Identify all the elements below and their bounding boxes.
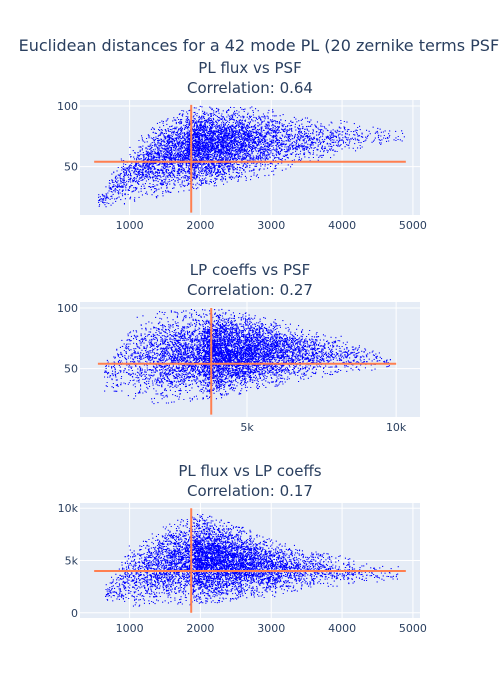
x-tick-label: 2000 (186, 622, 214, 635)
x-tick-label: 5k (240, 421, 254, 434)
x-tick-label: 2000 (186, 219, 214, 232)
subplot-1-crosshair (94, 104, 406, 213)
x-tick-label: 10k (386, 421, 407, 434)
subplot-1-title: PL flux vs PSF (198, 59, 301, 77)
x-tick-label: 5000 (399, 622, 427, 635)
subplot-1: PL flux vs PSF Correlation: 0.64 1000 200… (57, 59, 427, 232)
subplot-1-ticks: 1000 2000 3000 4000 5000 50 100 (57, 100, 427, 232)
y-tick-label: 0 (71, 607, 78, 620)
x-tick-label: 1000 (116, 219, 144, 232)
subplot-3-ticks: 1000 2000 3000 4000 5000 0 5k 10k (58, 502, 427, 635)
subplot-3-grid (80, 503, 420, 618)
x-tick-label: 5000 (399, 219, 427, 232)
subplot-2-correlation: Correlation: 0.27 (187, 281, 313, 299)
subplot-3-title: PL flux vs LP coeffs (178, 462, 321, 480)
x-tick-label: 1000 (116, 622, 144, 635)
subplot-2-crosshair (97, 308, 397, 415)
y-tick-label: 100 (57, 100, 78, 113)
x-tick-label: 3000 (257, 219, 285, 232)
subplot-3-crosshair (94, 508, 406, 613)
subplot-2: LP coeffs vs PSF Correlation: 0.27 5k 10k… (57, 261, 420, 434)
y-tick-label: 50 (64, 161, 78, 174)
scatter-points (98, 105, 405, 208)
x-tick-label: 3000 (257, 622, 285, 635)
subplot-1-correlation: Correlation: 0.64 (187, 79, 313, 97)
subplot-1-points (98, 105, 405, 208)
subplot-2-title: LP coeffs vs PSF (190, 261, 310, 279)
y-tick-label: 50 (64, 363, 78, 376)
y-tick-label: 100 (57, 302, 78, 315)
x-tick-label: 4000 (328, 622, 356, 635)
figure-title: Euclidean distances for a 42 mode PL (20… (19, 36, 500, 55)
subplot-3: PL flux vs LP coeffs Correlation: 0.17 1… (58, 462, 427, 635)
subplot-3-correlation: Correlation: 0.17 (187, 482, 313, 500)
x-tick-label: 4000 (328, 219, 356, 232)
y-tick-label: 10k (58, 502, 79, 515)
y-tick-label: 5k (65, 555, 79, 568)
subplot-2-ticks: 5k 10k 50 100 (57, 302, 407, 434)
